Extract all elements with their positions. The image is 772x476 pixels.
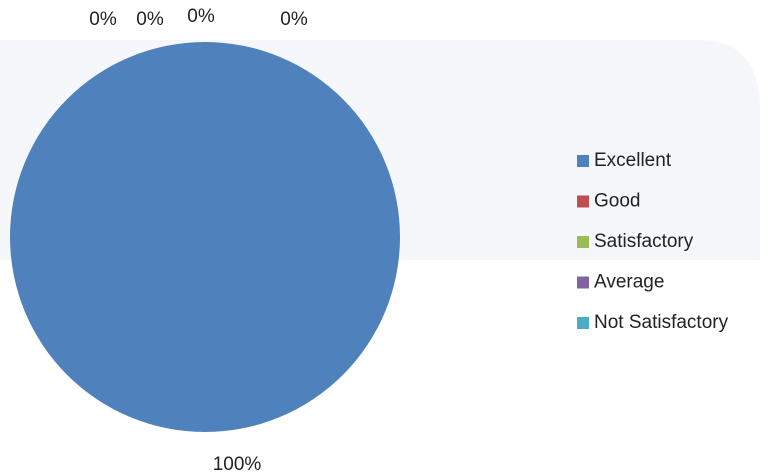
data-label: 0% <box>187 6 215 27</box>
pie-slice <box>10 42 400 432</box>
legend-label: Good <box>594 191 640 212</box>
legend-swatch <box>577 155 589 167</box>
legend-label: Satisfactory <box>594 231 694 252</box>
legend-swatch <box>577 317 589 329</box>
legend-label: Not Satisfactory <box>594 312 729 333</box>
legend-swatch <box>577 276 589 289</box>
legend-label: Average <box>594 272 664 293</box>
legend-label: Excellent <box>594 150 672 171</box>
data-label: 0% <box>89 9 117 30</box>
data-label: 100% <box>213 454 262 475</box>
legend-swatch <box>577 236 589 248</box>
data-label: 0% <box>280 9 308 30</box>
legend-swatch <box>577 195 589 208</box>
data-label: 0% <box>136 9 164 30</box>
